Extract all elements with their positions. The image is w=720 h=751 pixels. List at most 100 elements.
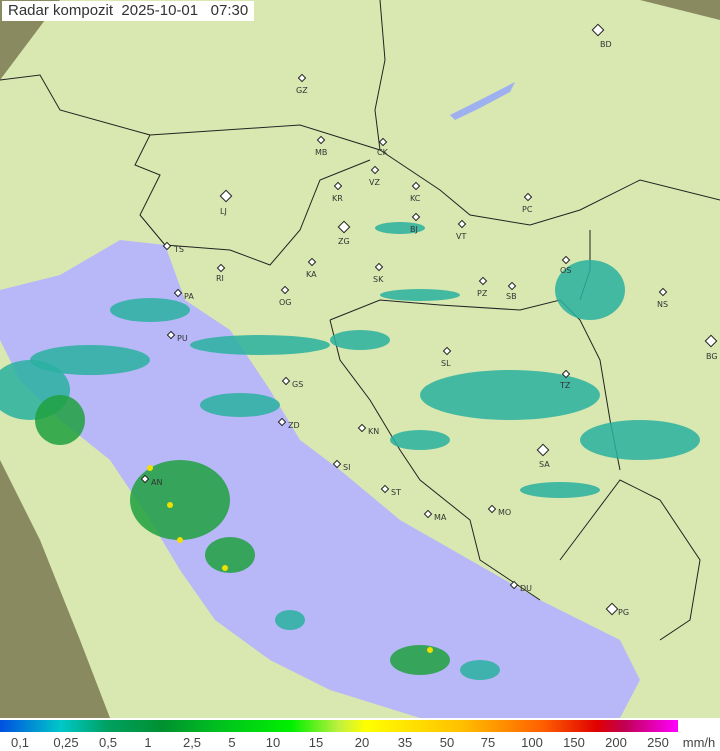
city-label: VZ [369,178,380,187]
legend-unit: mm/h [682,735,716,750]
city-label: AN [151,478,162,487]
city-marker-icon [378,137,388,147]
city-marker-icon [509,580,519,590]
legend-tick: 15 [308,735,324,750]
city-label: TS [173,245,184,254]
rain-cell [200,393,280,417]
city-marker-icon [173,288,183,298]
city-label: MO [498,508,511,517]
city-label: PZ [477,289,488,298]
rain-cell [330,330,390,350]
city-label: NS [657,300,668,309]
city-label: GS [292,380,303,389]
rain-cell [375,222,425,234]
city-marker-icon [332,459,342,469]
city-marker-icon [704,334,718,348]
rain-core [222,565,228,571]
rain-cell [580,420,700,460]
city-marker-icon [380,484,390,494]
rain-core [177,537,183,543]
rain-cell [205,537,255,573]
rain-cell [110,298,190,322]
city-label: KR [332,194,343,203]
city-label: OG [279,298,292,307]
city-marker-icon [591,23,605,37]
city-label: KN [368,427,379,436]
city-label: SL [441,359,451,368]
radar-map[interactable]: BD GZ MB CK VZ KR KC PC LJ ZG BJ VT TS KA RI SK OS PZ SB PA… [0,0,720,718]
rain-cell [35,395,85,445]
legend-tick: 5 [228,735,236,750]
city-label: ZD [288,421,300,430]
city-marker-icon [216,263,226,273]
city-label: SA [539,460,550,469]
city-marker-icon [411,181,421,191]
city-label: BJ [410,225,418,234]
city-label: PG [618,608,629,617]
city-marker-icon [423,509,433,519]
rain-cell [460,660,500,680]
city-markers: BD GZ MB CK VZ KR KC PC LJ ZG BJ VT TS KA RI SK OS PZ SB PA… [140,23,718,617]
city-label: MB [315,148,327,157]
legend-tick: 100 [521,735,543,750]
city-marker-icon [411,212,421,222]
city-marker-icon [307,257,317,267]
rain-cell [420,370,600,420]
city-label: PC [522,205,533,214]
city-label: RI [216,274,224,283]
legend-tick: 20 [354,735,370,750]
city-marker-icon [457,219,467,229]
rain-cell [555,260,625,320]
city-label: CK [377,148,389,157]
city-marker-icon [357,423,367,433]
legend-tick: 0,5 [98,735,118,750]
city-marker-icon [297,73,307,83]
city-label: KC [410,194,421,203]
legend-tick: 2,5 [182,735,202,750]
city-label: PU [177,334,188,343]
city-marker-icon [219,189,233,203]
city-marker-icon [277,417,287,427]
city-label: ZG [338,237,350,246]
city-marker-icon [658,287,668,297]
city-marker-icon [370,165,380,175]
legend-tick: 150 [563,735,585,750]
city-label: KA [306,270,317,279]
legend-tick: 250 [647,735,669,750]
rain-core [147,465,153,471]
legend-tick: 10 [265,735,281,750]
city-marker-icon [561,369,571,379]
rain-cell [130,460,230,540]
legend-tick: 75 [480,735,496,750]
city-marker-icon [337,220,351,234]
city-marker-icon [523,192,533,202]
city-marker-icon [442,346,452,356]
city-marker-icon [487,504,497,514]
rain-cell [275,610,305,630]
city-label: SB [506,292,517,301]
legend-tick: 1 [144,735,152,750]
city-marker-icon [166,330,176,340]
rain-cell [380,289,460,301]
city-marker-icon [316,135,326,145]
city-label: LJ [220,207,227,216]
city-label: BG [706,352,718,361]
city-marker-icon [561,255,571,265]
city-marker-icon [281,376,291,386]
city-label: GZ [296,86,308,95]
rain-cell [190,335,330,355]
city-marker-icon [507,281,517,291]
sea [0,240,640,718]
legend-tick: 35 [397,735,413,750]
map-title: Radar kompozit 2025-10-01 07:30 [2,1,255,21]
rain-cell [30,345,150,375]
legend-tick: 50 [439,735,455,750]
rain-cell [390,430,450,450]
city-marker-icon [478,276,488,286]
rain-cell [390,645,450,675]
city-label: MA [434,513,447,522]
legend-color-bar [0,720,678,732]
city-marker-icon [374,262,384,272]
city-marker-icon [280,285,290,295]
